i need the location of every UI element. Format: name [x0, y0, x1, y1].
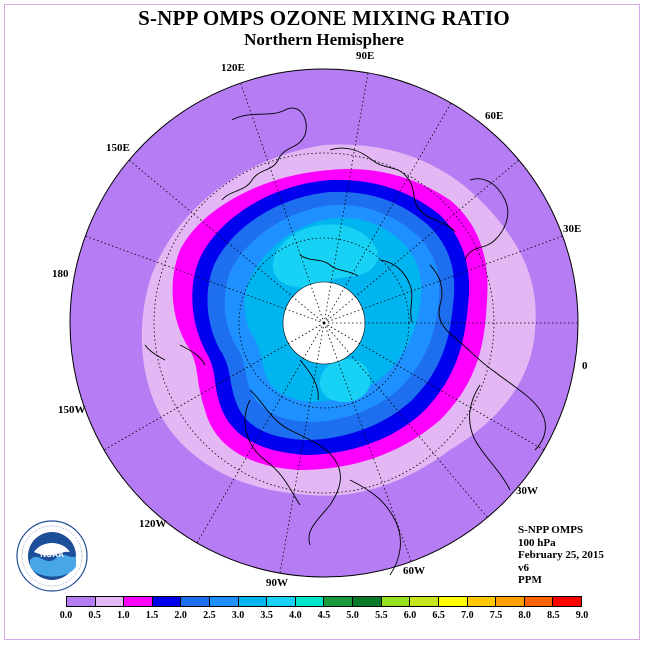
colorbar-tick-label: 3.5	[260, 610, 273, 621]
colorbar-tick-label: 2.0	[174, 610, 187, 621]
info-units: PPM	[518, 574, 542, 586]
colorbar-tick-label: 7.5	[489, 610, 503, 621]
colorbar-tick-label: 1.0	[117, 610, 130, 621]
colorbar-swatch	[467, 597, 497, 606]
info-pressure-level: 100 hPa	[518, 536, 556, 549]
noaa-logo-text: NOAA	[40, 550, 64, 559]
noaa-logo: NOAA	[16, 520, 88, 592]
colorbar-tick-label: 0.0	[59, 610, 73, 621]
colorbar-swatch	[353, 597, 382, 606]
lon-label-30w: 30W	[516, 485, 538, 497]
colorbar-swatch	[410, 597, 439, 606]
colorbar-swatch	[238, 597, 268, 606]
colorbar-swatch	[438, 597, 468, 606]
colorbar-tick-label: 4.5	[317, 610, 331, 621]
colorbar-tick-label: 2.5	[203, 610, 216, 621]
colorbar-swatch	[324, 597, 354, 606]
info-instrument: S-NPP OMPS	[518, 524, 584, 536]
colorbar-swatch	[267, 597, 296, 606]
graticule	[84, 72, 577, 574]
colorbar-tick-label: 7.0	[461, 610, 474, 621]
colorbar-swatch	[553, 597, 581, 606]
colorbar-tick-label: 0.5	[88, 610, 101, 621]
colorbar	[66, 596, 582, 607]
colorbar-swatch	[381, 597, 411, 606]
lon-label-120w: 120W	[139, 518, 167, 530]
colorbar-swatch	[95, 597, 125, 606]
lon-label-150e: 150E	[106, 142, 130, 154]
info-version: v6	[518, 561, 529, 574]
colorbar-tick-label: 3.0	[231, 610, 245, 621]
lon-label-60e: 60E	[485, 110, 504, 122]
colorbar-tick-label: 5.0	[346, 610, 359, 621]
lon-label-90w: 90W	[266, 577, 288, 589]
lon-label-150w: 150W	[58, 404, 86, 416]
info-date: February 25, 2015	[518, 549, 604, 561]
colorbar-swatch	[181, 597, 211, 606]
ozone-band-3.5-4.0	[272, 224, 378, 288]
lon-label-180: 180	[52, 268, 69, 280]
colorbar-tick-label: 9.0	[575, 610, 589, 621]
colorbar-swatch	[210, 597, 239, 606]
colorbar-swatch	[124, 597, 153, 606]
coastlines	[144, 107, 546, 576]
colorbar-swatch	[67, 597, 96, 606]
colorbar-swatch	[496, 597, 525, 606]
colorbar-tick-label: 4.0	[289, 610, 302, 621]
lon-label-120e: 120E	[221, 62, 245, 74]
colorbar-swatch	[295, 597, 325, 606]
colorbar-tick-label: 6.0	[403, 610, 417, 621]
colorbar-tick-label: 8.5	[547, 610, 560, 621]
lon-label-0: 0	[582, 360, 588, 372]
lon-label-90e: 90E	[356, 50, 375, 62]
colorbar-tick-label: 8.0	[518, 610, 531, 621]
map-subtitle: Northern Hemisphere	[244, 30, 404, 49]
colorbar-tick-label: 5.5	[375, 610, 388, 621]
lon-label-60w: 60W	[403, 565, 425, 577]
map-info-block: S-NPP OMPS 100 hPa February 25, 2015 v6 …	[518, 524, 604, 587]
map-title: S-NPP OMPS OZONE MIXING RATIO	[138, 6, 510, 30]
colorbar-tick-label: 1.5	[145, 610, 159, 621]
colorbar-swatch	[152, 597, 182, 606]
figure-frame	[4, 4, 640, 640]
colorbar-tick-label: 6.5	[432, 610, 445, 621]
colorbar-swatch	[524, 597, 554, 606]
lon-label-30e: 30E	[563, 223, 582, 235]
